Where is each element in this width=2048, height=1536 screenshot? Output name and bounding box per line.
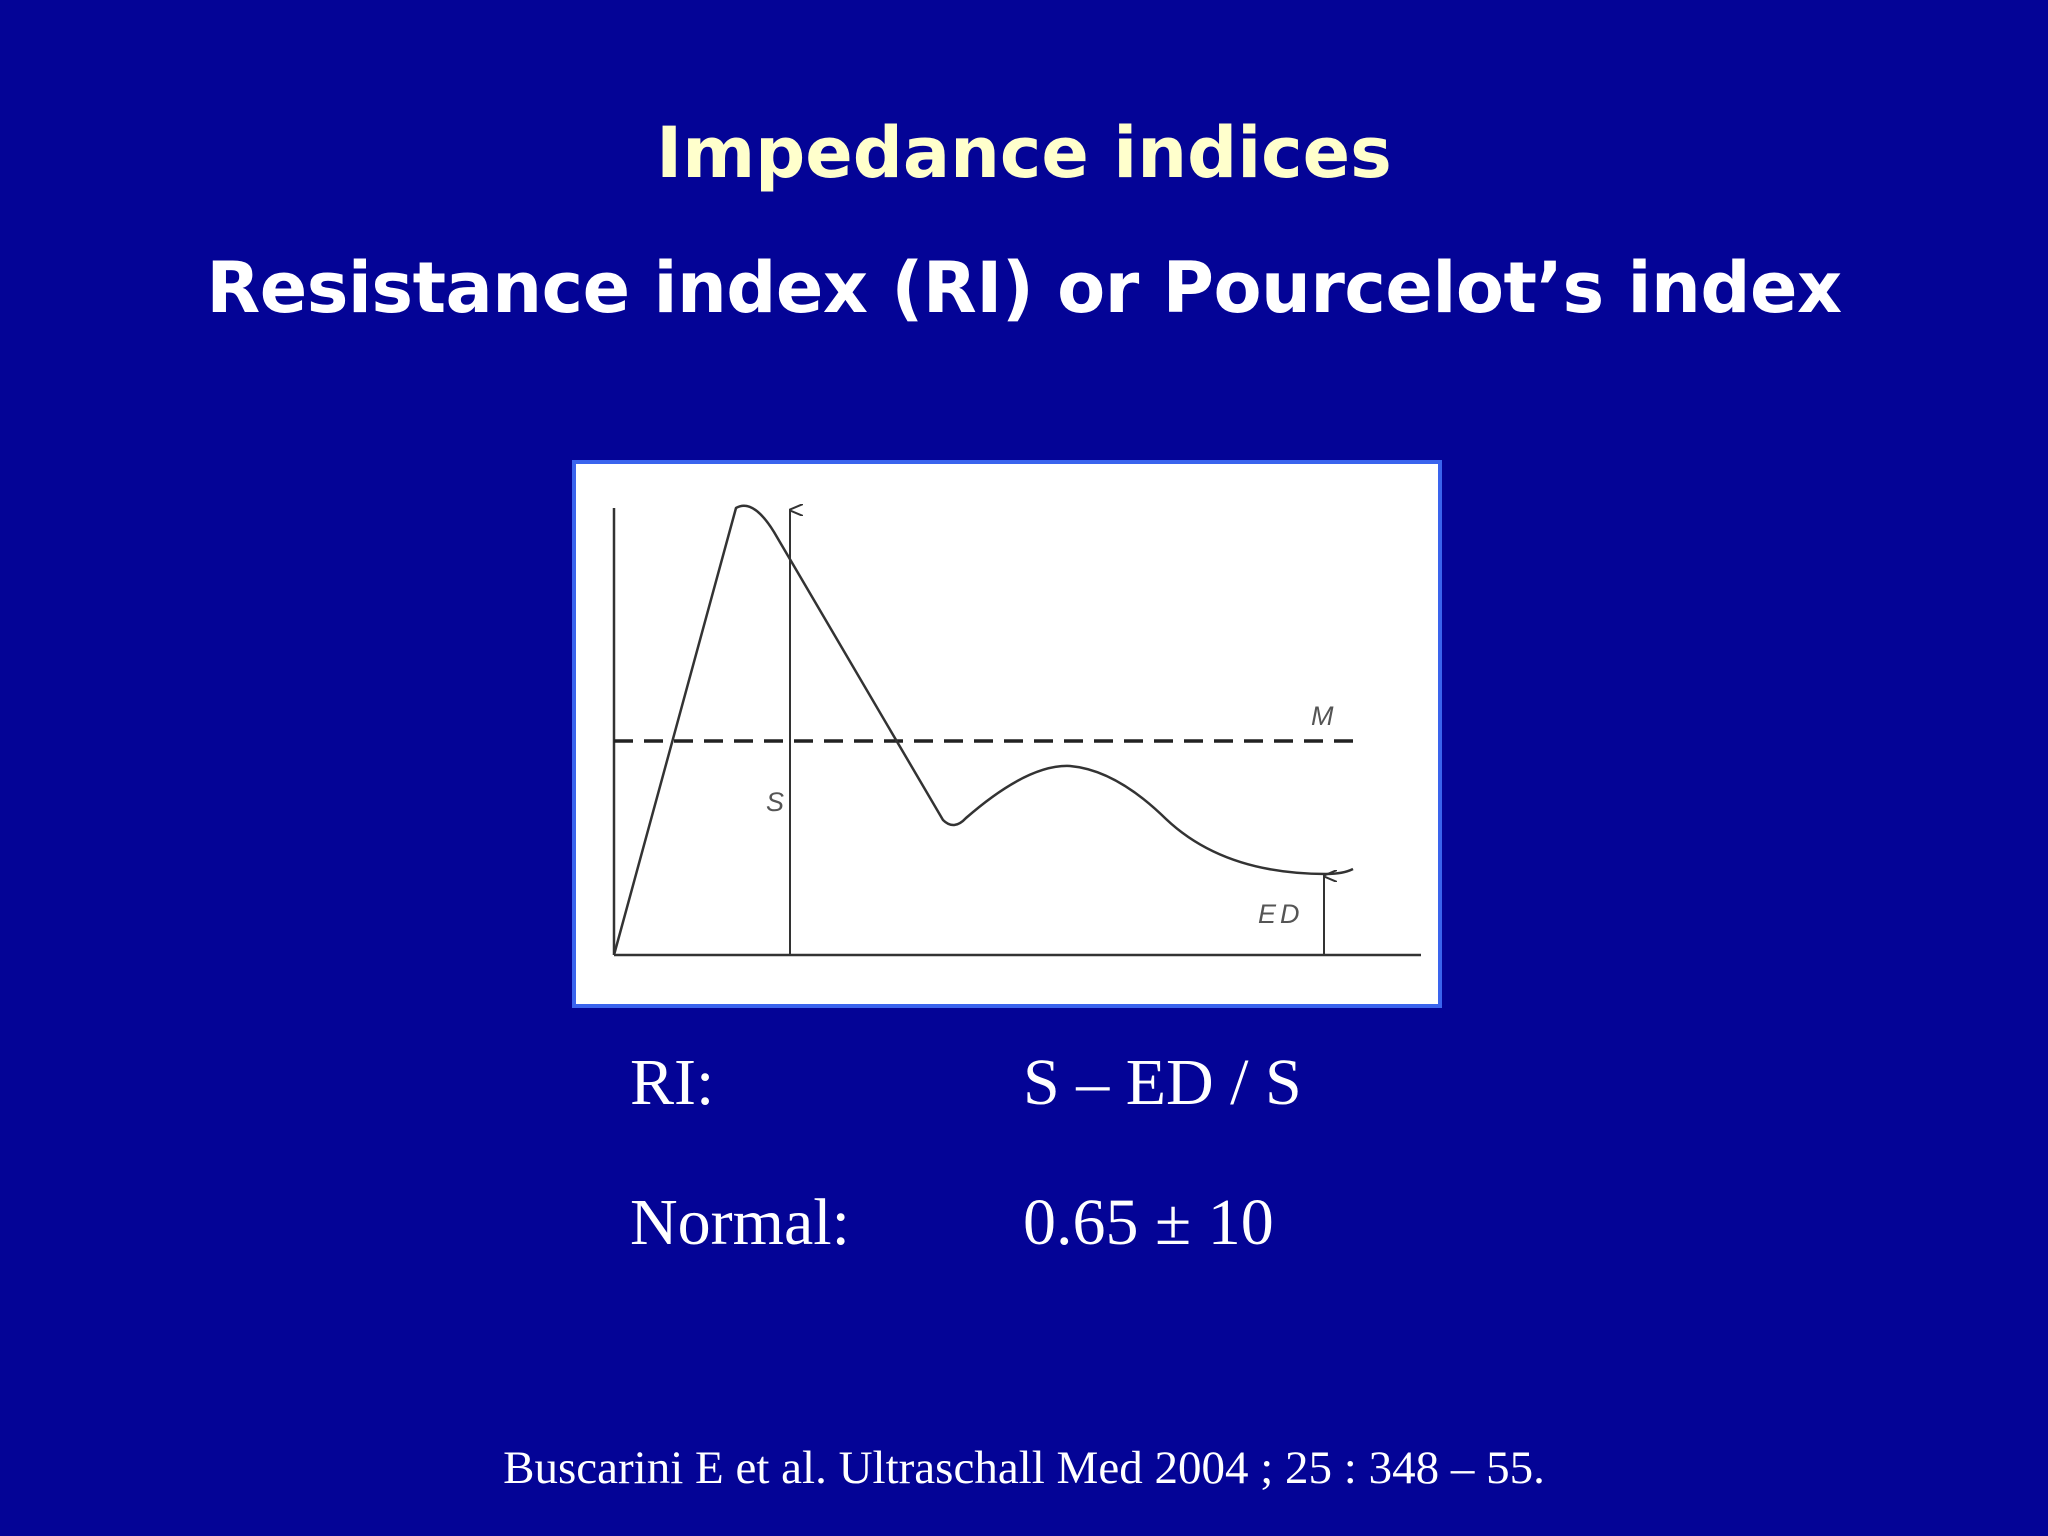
ri-formula: S – ED / S xyxy=(1023,1046,1302,1119)
slide-subtitle: Resistance index (RI) or Pourcelot’s ind… xyxy=(206,247,1842,329)
citation: Buscarini E et al. Ultraschall Med 2004 … xyxy=(503,1442,1545,1494)
ri-label: RI: xyxy=(630,1046,715,1119)
waveform-figure: S M ED xyxy=(572,460,1442,1008)
s-label: S xyxy=(766,787,784,817)
ed-label: ED xyxy=(1258,899,1304,929)
slide-title: Impedance indices xyxy=(656,112,1392,194)
doppler-waveform xyxy=(612,504,1354,956)
m-label: M xyxy=(1311,701,1334,731)
normal-label: Normal: xyxy=(630,1186,850,1259)
normal-value: 0.65 ± 10 xyxy=(1023,1186,1274,1259)
doppler-waveform-diagram: S M ED xyxy=(612,464,1421,957)
